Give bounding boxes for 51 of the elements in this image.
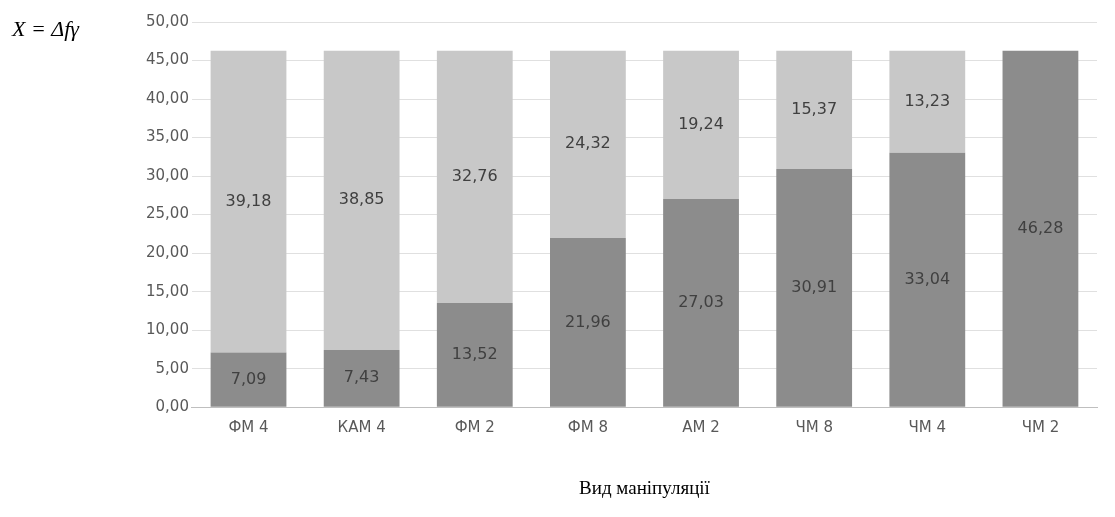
data-label: 15,37	[791, 99, 838, 119]
data-label: 27,03	[678, 291, 724, 311]
data-label: 13,23	[904, 90, 951, 110]
x-tick-label: АМ 2	[682, 418, 720, 437]
bar	[550, 50, 626, 239]
bar	[663, 198, 739, 407]
y-tick-label: 35,00	[145, 127, 189, 146]
y-tick-label: 10,00	[145, 320, 189, 339]
y-tick-label: 15,00	[145, 281, 189, 300]
x-tick-label: ЧМ 2	[1021, 418, 1060, 437]
y-tick-label: 25,00	[145, 204, 189, 223]
data-label: 7,43	[343, 367, 380, 387]
y-tick-label: 20,00	[145, 243, 189, 262]
data-label: 32,76	[451, 166, 498, 186]
data-label: 46,28	[1017, 217, 1064, 237]
x-tick-label: КАМ 4	[337, 418, 386, 437]
data-label: 39,18	[225, 190, 272, 210]
x-tick-label: ЧМ 8	[795, 418, 833, 437]
x-tick-label: ФМ 2	[454, 418, 495, 437]
bar	[323, 50, 400, 350]
bar	[776, 50, 853, 170]
bar	[889, 152, 966, 407]
bar	[550, 238, 626, 407]
data-label: 30,91	[791, 277, 838, 297]
bar	[776, 169, 853, 407]
bar	[889, 50, 966, 153]
bar	[436, 303, 513, 407]
y-tick-label: 50,00	[145, 11, 189, 30]
x-tick-label: ФМ 4	[228, 418, 269, 437]
y-tick-label: 5,00	[155, 358, 189, 377]
bar	[663, 50, 739, 199]
bar	[323, 349, 400, 407]
bar	[436, 50, 513, 304]
data-label: 24,32	[565, 133, 611, 153]
bar	[210, 50, 287, 353]
x-tick-label: ФМ 8	[567, 418, 608, 437]
y-axis-title: X = Δfγ	[11, 15, 81, 41]
data-label: 13,52	[451, 344, 498, 364]
x-axis-title: Вид маніпуляції	[579, 476, 711, 498]
x-tick-label: ЧМ 4	[908, 418, 947, 437]
bar	[1002, 50, 1079, 407]
y-tick-label: 30,00	[145, 165, 189, 184]
y-tick-label: 45,00	[145, 50, 189, 69]
data-label: 7,09	[230, 368, 267, 388]
y-tick-label: 0,00	[155, 397, 189, 416]
bar	[210, 352, 287, 407]
data-label: 19,24	[678, 114, 724, 133]
y-tick-label: 40,00	[145, 88, 189, 107]
data-label: 33,04	[904, 268, 951, 288]
data-label: 38,85	[338, 189, 385, 209]
data-label: 21,96	[565, 311, 611, 331]
